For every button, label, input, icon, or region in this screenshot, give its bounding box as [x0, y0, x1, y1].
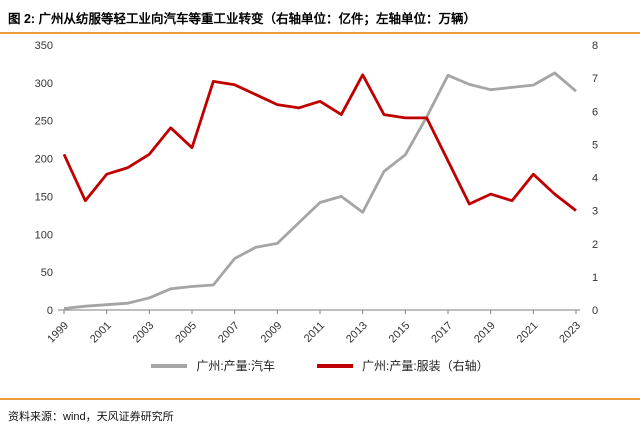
right-axis-tick-label: 4 — [592, 173, 598, 185]
x-axis-tick-label: 2009 — [259, 320, 285, 346]
right-axis-labels: 0 1 2 3 4 5 6 7 8 — [592, 40, 598, 317]
line-chart: 0 50 100 150 200 250 300 350 0 1 2 3 4 5 6 7 8 1999 2001… — [35, 40, 598, 345]
right-axis-tick-label: 7 — [592, 73, 598, 85]
figure-title: 图 2: 广州从纺服等轻工业向汽车等重工业转变（右轴单位：亿件；左轴单位：万辆） — [8, 12, 477, 26]
x-axis-tick-label: 2003 — [131, 320, 157, 346]
right-axis-tick-label: 1 — [592, 272, 598, 284]
left-axis-tick-label: 50 — [41, 267, 53, 279]
x-axis-tick-label: 2015 — [387, 320, 413, 346]
left-axis-tick-label: 300 — [35, 78, 53, 90]
left-axis-labels: 0 50 100 150 200 250 300 350 — [35, 40, 53, 317]
left-axis-tick-label: 200 — [35, 154, 53, 166]
auto-production-line — [63, 71, 577, 310]
x-axis-tick-label: 2017 — [429, 320, 455, 346]
x-axis-tick-label: 2011 — [302, 320, 327, 345]
apparel-production-line — [62, 73, 577, 212]
auto-series-swatch — [151, 363, 188, 368]
right-axis-tick-label: 3 — [592, 206, 598, 218]
left-axis-tick-label: 250 — [35, 116, 53, 128]
right-axis-tick-label: 0 — [592, 305, 598, 317]
x-axis-tick-label: 2023 — [557, 320, 583, 346]
chart-legend: 广州:产量:汽车 广州:产量:服装（右轴） — [0, 357, 640, 374]
x-axis-labels: 1999 2001 2003 2005 2007 2009 2011 2013 2015 2017… — [45, 310, 583, 345]
right-axis-tick-label: 8 — [592, 40, 598, 52]
legend-item-auto: 广州:产量:汽车 — [151, 357, 275, 374]
left-axis-tick-label: 350 — [35, 40, 53, 52]
source-note: 资料来源：wind，天风证券研究所 — [8, 411, 174, 423]
figure-footer: 资料来源：wind，天风证券研究所 — [0, 398, 640, 424]
left-axis-tick-label: 0 — [47, 305, 53, 317]
legend-item-apparel: 广州:产量:服装（右轴） — [317, 357, 489, 374]
x-axis-tick-label: 2013 — [344, 320, 370, 346]
right-axis-tick-label: 6 — [592, 106, 598, 118]
auto-series-label: 广州:产量:汽车 — [196, 359, 275, 373]
x-axis-tick-label: 2001 — [88, 320, 114, 346]
x-axis-tick-label: 2021 — [515, 320, 541, 346]
x-axis-tick-label: 2005 — [173, 320, 199, 346]
figure-header: 图 2: 广州从纺服等轻工业向汽车等重工业转变（右轴单位：亿件；左轴单位：万辆） — [0, 0, 640, 34]
apparel-series-swatch — [317, 363, 353, 368]
right-axis-tick-label: 2 — [592, 239, 598, 251]
apparel-series-label: 广州:产量:服装（右轴） — [362, 359, 489, 373]
left-axis-tick-label: 150 — [35, 191, 53, 203]
right-axis-tick-label: 5 — [592, 139, 598, 151]
left-axis-tick-label: 100 — [35, 229, 53, 241]
x-axis-tick-label: 2019 — [472, 320, 498, 346]
x-axis-tick-label: 2007 — [216, 320, 242, 346]
x-axis-tick-label: 1999 — [45, 320, 71, 346]
chart-area: 0 50 100 150 200 250 300 350 0 1 2 3 4 5 6 7 8 1999 2001… — [0, 30, 640, 356]
